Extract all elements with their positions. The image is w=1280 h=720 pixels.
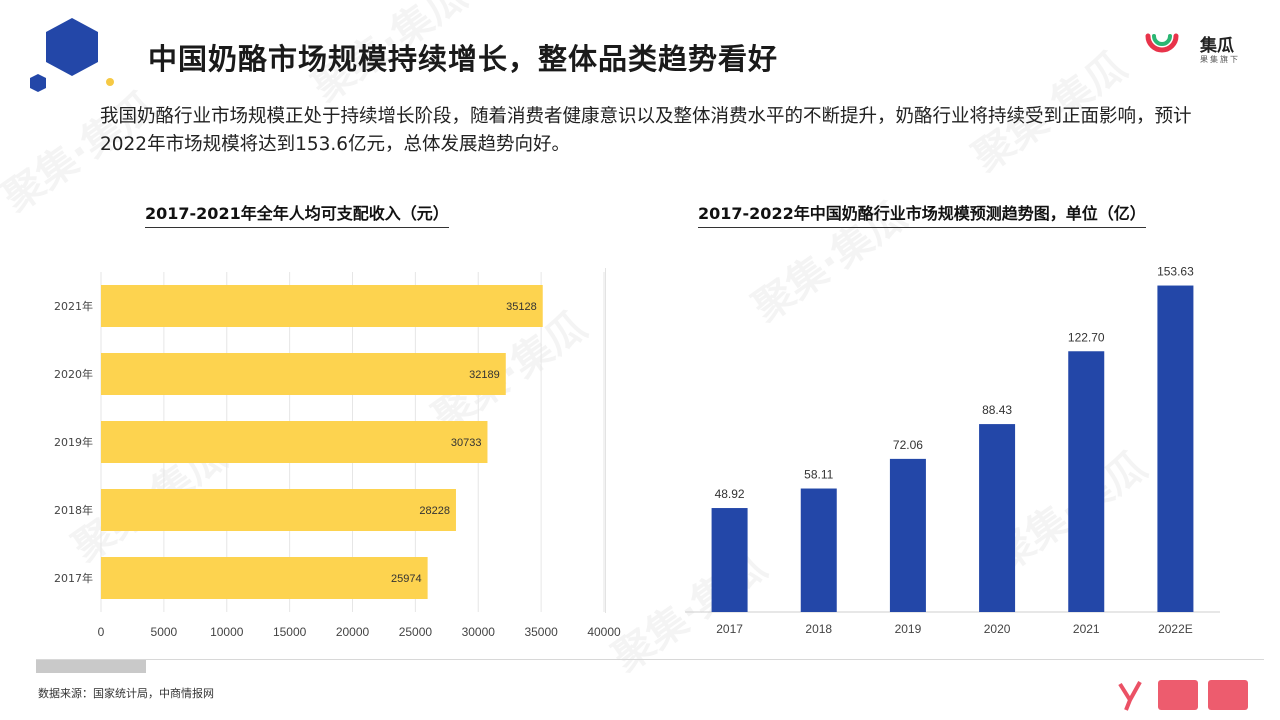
x-tick-label: 15000 (273, 625, 307, 639)
x-tick-label: 20000 (336, 625, 370, 639)
y-category-label: 2021年 (54, 299, 93, 313)
x-category-label: 2019 (895, 622, 922, 636)
income-bar (101, 285, 543, 327)
scrollbar-thumb[interactable] (36, 660, 146, 673)
bar-value-label: 58.11 (804, 468, 833, 482)
x-category-label: 2017 (716, 622, 743, 636)
chart-divider (605, 268, 606, 613)
bar-value-label: 32189 (469, 369, 500, 381)
bar-value-label: 25974 (391, 573, 422, 585)
bar-value-label: 48.92 (715, 487, 745, 501)
cheese-market-chart-title: 2017-2022年中国奶酪行业市场规模预测趋势图，单位（亿） (698, 200, 1146, 228)
brand-tagline: 果集旗下 (1200, 55, 1240, 64)
page-title: 中国奶酪市场规模持续增长，整体品类趋势看好 (148, 42, 779, 76)
y-category-label: 2019年 (54, 435, 93, 449)
x-tick-label: 35000 (524, 625, 558, 639)
income-chart-title: 2017-2021年全年人均可支配收入（元） (145, 200, 449, 228)
y-category-label: 2018年 (54, 503, 93, 517)
x-tick-label: 25000 (399, 625, 433, 639)
bar-value-label: 28228 (419, 505, 450, 517)
cheese-market-bar-chart: 48.92 2017 58.11 2018 72.06 2019 88.43 2020 122.… (685, 265, 1220, 636)
data-source-note: 数据来源：国家统计局，中商情报网 (38, 687, 214, 700)
x-tick-label: 30000 (462, 625, 496, 639)
bar-value-label: 153.63 (1157, 265, 1194, 279)
x-category-label: 2022E (1158, 622, 1193, 636)
market-size-bar (711, 508, 748, 612)
income-bar (101, 421, 488, 463)
x-category-label: 2018 (805, 622, 832, 636)
x-tick-label: 5000 (151, 625, 178, 639)
income-bar-chart: 0 5000 10000 15000 20000 25000 30000 35000 40000… (54, 272, 621, 639)
y-category-label: 2017年 (54, 571, 93, 585)
bar-value-label: 122.70 (1068, 330, 1105, 344)
income-bar (101, 353, 506, 395)
market-size-bar (1157, 285, 1194, 612)
x-category-label: 2021 (1073, 622, 1100, 636)
market-size-bar (1068, 351, 1105, 612)
corner-watermark-logo-icon (1118, 680, 1248, 711)
brand-logo-icon (1145, 33, 1179, 53)
bar-value-label: 72.06 (893, 438, 923, 452)
bar-value-label: 35128 (506, 301, 537, 313)
x-category-label: 2020 (984, 622, 1011, 636)
income-bar (101, 557, 428, 599)
x-tick-label: 0 (98, 625, 105, 639)
bar-value-label: 30733 (451, 437, 482, 449)
y-category-label: 2020年 (54, 367, 93, 381)
income-bar (101, 489, 456, 531)
x-tick-label: 40000 (587, 625, 621, 639)
bar-value-label: 88.43 (982, 403, 1012, 417)
market-size-bar (979, 424, 1016, 612)
scrollbar-track[interactable] (36, 659, 1264, 676)
market-size-bar (800, 488, 837, 612)
x-tick-label: 10000 (210, 625, 244, 639)
intro-paragraph: 我国奶酪行业市场规模正处于持续增长阶段，随着消费者健康意识以及整体消费水平的不断… (100, 106, 1192, 155)
hexagon-logo-icon (30, 18, 114, 92)
brand-name: 集瓜 (1200, 36, 1234, 56)
market-size-bar (889, 458, 926, 612)
